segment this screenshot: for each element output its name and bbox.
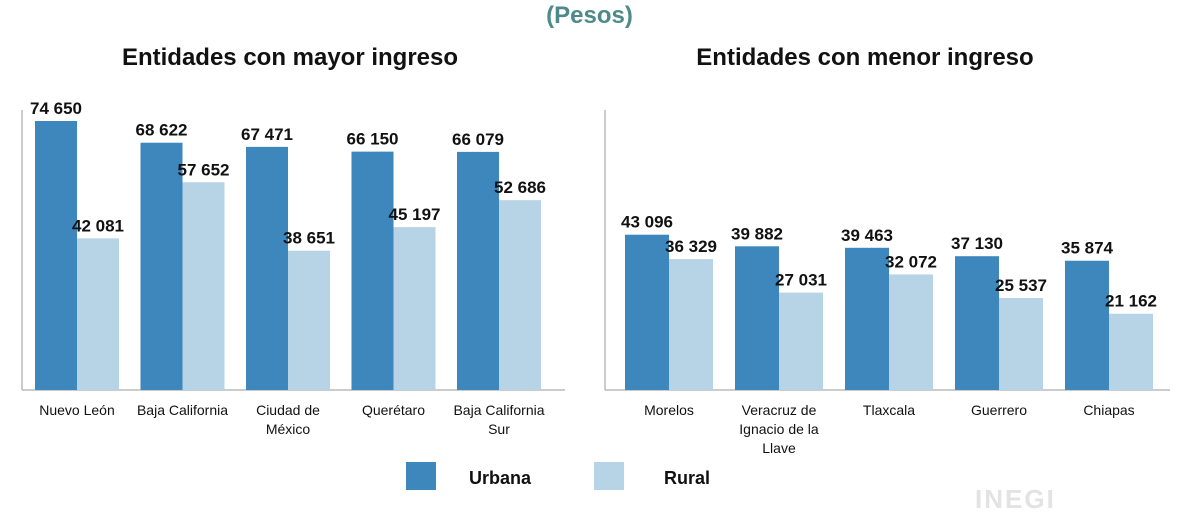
left-data-label-rural-1: 57 652 bbox=[178, 160, 230, 179]
legend-urbana-label: Urbana bbox=[469, 468, 532, 488]
right-category-label-0: Morelos bbox=[644, 402, 694, 418]
right-bar-rural-2 bbox=[889, 274, 933, 390]
right-data-label-rural-2: 32 072 bbox=[885, 252, 937, 271]
left-category-label-0: Nuevo León bbox=[39, 402, 115, 418]
right-bar-urbana-0 bbox=[625, 234, 669, 390]
left-category-label-3: Querétaro bbox=[362, 402, 425, 418]
right-bar-urbana-3 bbox=[955, 256, 999, 390]
right-bar-rural-3 bbox=[999, 297, 1043, 390]
left-bar-urbana-0 bbox=[35, 121, 77, 390]
left-category-label-2-line-1: México bbox=[266, 421, 311, 437]
inegi-logo: INEGI bbox=[975, 484, 1056, 514]
left-data-label-urbana-1: 68 622 bbox=[136, 121, 188, 140]
right-bar-rural-4 bbox=[1109, 313, 1153, 390]
left-bar-rural-0 bbox=[77, 238, 119, 390]
left-category-label-4-line-0: Baja California bbox=[453, 402, 544, 418]
right-category-label-1-line-2: Llave bbox=[762, 440, 796, 456]
left-bar-rural-4 bbox=[499, 200, 541, 390]
right-bar-urbana-1 bbox=[735, 246, 779, 390]
left-data-label-rural-0: 42 081 bbox=[72, 216, 124, 235]
right-bar-rural-1 bbox=[779, 292, 823, 390]
left-bar-rural-3 bbox=[393, 227, 436, 390]
left-chart-title: Entidades con mayor ingreso bbox=[121, 44, 459, 71]
right-data-label-urbana-2: 39 463 bbox=[841, 226, 893, 245]
right-category-label-1-line-1: Ignacio de la bbox=[739, 421, 819, 437]
right-bar-rural-0 bbox=[669, 259, 713, 390]
left-bar-urbana-1 bbox=[140, 142, 183, 390]
legend-urbana-swatch bbox=[406, 462, 436, 490]
units-subtitle: (Pesos) bbox=[546, 2, 633, 29]
right-data-label-urbana-4: 35 874 bbox=[1061, 239, 1114, 258]
left-bar-urbana-4 bbox=[457, 151, 499, 390]
left-bar-urbana-3 bbox=[351, 151, 394, 390]
right-bar-urbana-4 bbox=[1065, 260, 1109, 390]
left-data-label-rural-3: 45 197 bbox=[389, 205, 441, 224]
left-category-label-1: Baja California bbox=[137, 402, 228, 418]
right-data-label-urbana-1: 39 882 bbox=[731, 224, 783, 243]
left-data-label-urbana-0: 74 650 bbox=[30, 99, 82, 118]
left-bar-rural-1 bbox=[182, 182, 225, 390]
left-bar-rural-2 bbox=[288, 250, 330, 390]
legend-rural-label: Rural bbox=[664, 468, 711, 488]
right-category-label-2: Tlaxcala bbox=[863, 402, 915, 418]
right-data-label-rural-0: 36 329 bbox=[665, 237, 717, 256]
left-category-label-4-line-1: Sur bbox=[488, 421, 510, 437]
right-category-label-4: Chiapas bbox=[1083, 402, 1134, 418]
left-bar-urbana-2 bbox=[246, 146, 288, 390]
right-data-label-rural-3: 25 537 bbox=[995, 276, 1047, 295]
left-category-label-2-line-0: Ciudad de bbox=[256, 402, 320, 418]
right-chart-title: Entidades con menor ingreso bbox=[696, 44, 1034, 71]
left-data-label-rural-4: 52 686 bbox=[494, 178, 546, 197]
left-data-label-urbana-3: 66 150 bbox=[347, 130, 399, 149]
legend: Urbana Rural bbox=[0, 462, 1179, 490]
legend-rural-swatch bbox=[594, 462, 624, 490]
right-data-label-rural-4: 21 162 bbox=[1105, 292, 1157, 311]
left-data-label-urbana-4: 66 079 bbox=[452, 130, 504, 149]
right-data-label-rural-1: 27 031 bbox=[775, 271, 827, 290]
right-data-label-urbana-0: 43 096 bbox=[621, 213, 673, 232]
left-data-label-rural-2: 38 651 bbox=[283, 229, 335, 248]
right-category-label-1-line-0: Veracruz de bbox=[742, 402, 817, 418]
right-bar-urbana-2 bbox=[845, 247, 889, 390]
right-data-label-urbana-3: 37 130 bbox=[951, 234, 1003, 253]
left-data-label-urbana-2: 67 471 bbox=[241, 125, 293, 144]
right-category-label-3: Guerrero bbox=[971, 402, 1027, 418]
